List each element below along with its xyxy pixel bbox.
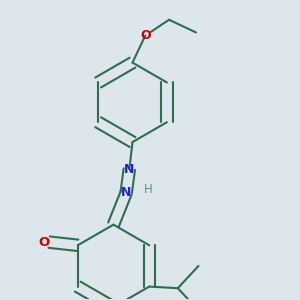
Text: H: H: [144, 183, 153, 196]
Text: O: O: [140, 29, 151, 42]
Text: O: O: [39, 236, 50, 249]
Text: N: N: [124, 163, 134, 176]
Text: N: N: [121, 186, 131, 200]
